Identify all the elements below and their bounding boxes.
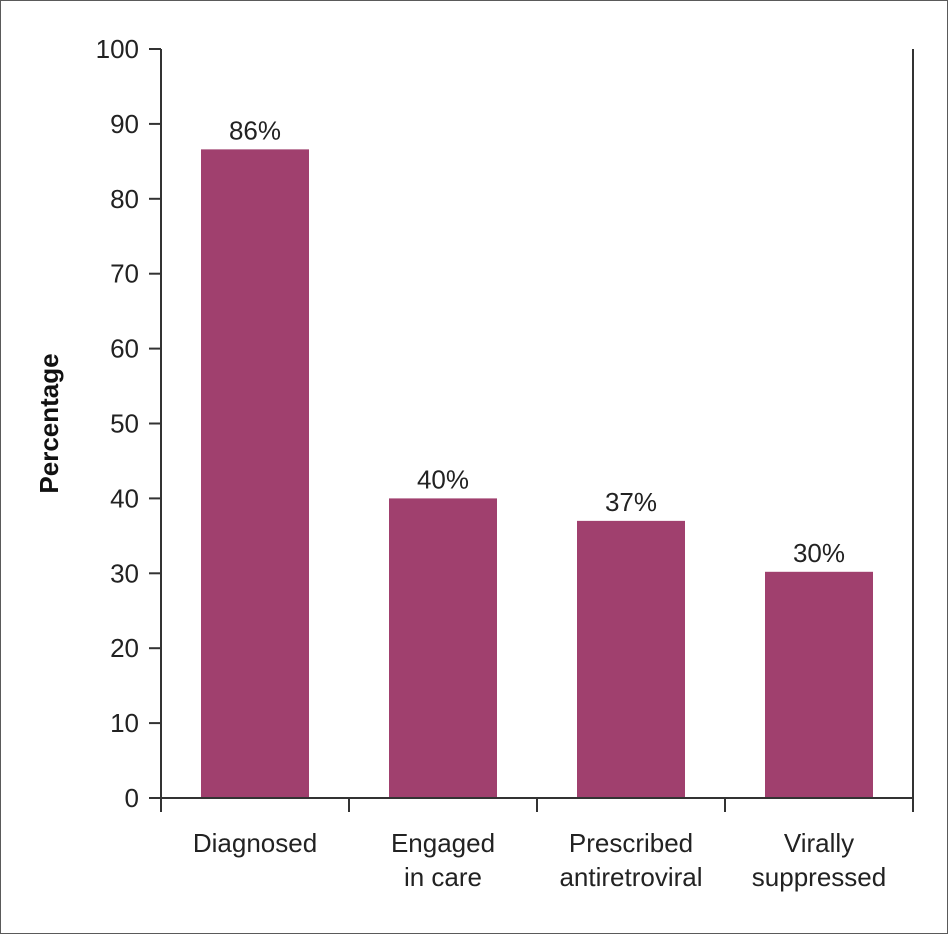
- y-tick-label: 20: [110, 633, 139, 663]
- data-labels-group: 86% 40% 37% 30%: [229, 115, 845, 567]
- bar: [765, 571, 873, 798]
- y-tick-label: 70: [110, 259, 139, 289]
- bar: [201, 149, 309, 799]
- y-tick-label: 10: [110, 708, 139, 738]
- bar-value-label: 40%: [417, 464, 469, 494]
- y-axis-title: Percentage: [34, 353, 64, 493]
- bar: [389, 498, 497, 798]
- bar-value-label: 37%: [605, 487, 657, 517]
- x-category-label: Virally suppressed: [752, 828, 886, 892]
- bar: [577, 520, 685, 798]
- y-tick-label: 40: [110, 483, 139, 513]
- y-tick-label: 0: [125, 783, 139, 813]
- bar-value-label: 86%: [229, 115, 281, 145]
- y-tick-label: 50: [110, 409, 139, 439]
- y-tick-label: 60: [110, 334, 139, 364]
- y-tick-label: 30: [110, 558, 139, 588]
- bar-value-label: 30%: [793, 538, 845, 568]
- x-category-label: Prescribed antiretroviral: [559, 828, 702, 892]
- y-tick-label: 80: [110, 184, 139, 214]
- y-tick-label: 90: [110, 109, 139, 139]
- x-axis-categories: Diagnosed Engaged in care Prescribed antiret…: [193, 798, 886, 892]
- x-category-label: Diagnosed: [193, 828, 317, 858]
- bars-group: [201, 149, 873, 799]
- y-tick-label: 100: [96, 34, 139, 64]
- x-category-label: Engaged in care: [391, 828, 495, 892]
- y-axis-ticks: 0 10 20 30 40 50 60 70 80 90 100: [96, 34, 161, 813]
